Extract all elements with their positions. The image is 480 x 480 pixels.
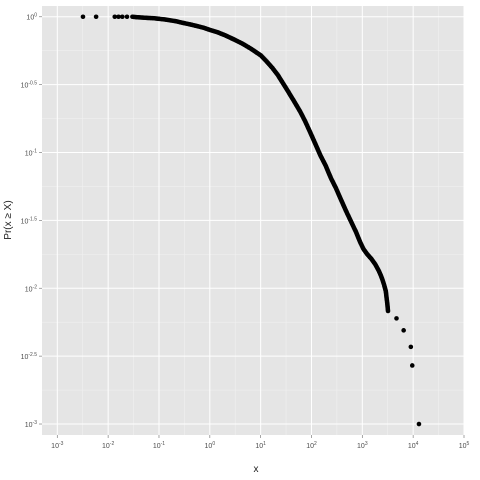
data-point [112,14,118,20]
y-tick-base: 10 [21,218,29,225]
x-tick-exponent: -3 [59,441,64,447]
x-tick-base: 10 [357,443,365,450]
data-point [408,344,414,350]
x-tick-label: 101 [255,441,266,450]
x-tick-exponent: -1 [161,441,166,447]
y-tick-label: 10-0.5 [21,81,38,90]
x-axis-title: x [254,464,259,475]
x-tick-base: 10 [205,443,213,450]
data-point [409,363,415,368]
x-tick-label: 105 [459,441,470,450]
data-point [80,14,86,20]
data-point [385,308,391,314]
y-tick-base: 10 [26,15,34,22]
x-tick-label: 10-2 [102,441,114,450]
data-point [394,316,399,321]
x-tick-exponent: 5 [467,441,470,447]
x-tick-label: 102 [306,441,317,450]
y-tick-base: 10 [21,83,29,90]
y-tick-base: 10 [21,354,29,361]
x-tick-exponent: 4 [416,441,419,447]
y-tick-label: 10-1.5 [21,216,38,225]
y-tick-label: 10-3 [25,420,37,429]
y-tick-base: 10 [25,151,33,158]
y-tick-label: 10-2.5 [21,352,38,361]
y-tick-exponent: -0.5 [28,81,37,87]
y-tick-label: 100 [26,13,37,22]
data-point [93,14,99,20]
x-tick-label: 100 [205,441,216,450]
x-tick-exponent: 0 [212,441,215,447]
y-tick-exponent: 0 [34,13,37,19]
axis-ticks [39,16,465,438]
x-tick-base: 10 [306,443,314,450]
x-tick-labels: 10-3 10-2 10-1 100 101 102 103 104 105 [51,441,469,450]
y-axis-title: Pr(x ≥ X) [3,200,14,239]
y-tick-exponent: -1 [33,149,38,155]
x-tick-base: 10 [102,443,110,450]
y-tick-exponent: -2 [33,284,38,290]
y-tick-base: 10 [25,286,33,293]
data-point [120,14,125,20]
data-point [401,328,406,333]
data-points [80,14,422,427]
x-tick-exponent: 1 [263,441,266,447]
major-gridlines [42,6,465,435]
x-tick-label: 103 [357,441,368,450]
x-tick-base: 10 [255,443,263,450]
y-tick-exponent: -3 [33,420,38,426]
x-tick-exponent: -2 [110,441,115,447]
y-tick-base: 10 [25,422,33,429]
x-tick-base: 10 [51,443,59,450]
data-point [416,421,422,427]
x-tick-exponent: 2 [314,441,317,447]
x-tick-label: 104 [408,441,419,450]
data-point [124,14,130,20]
x-tick-base: 10 [459,443,467,450]
y-tick-label: 10-1 [25,149,37,158]
data-point [116,14,121,20]
x-tick-label: 10-1 [153,441,165,450]
x-tick-exponent: 3 [365,441,368,447]
x-tick-label: 10-3 [51,441,63,450]
y-tick-label: 10-2 [25,284,37,293]
x-tick-base: 10 [408,443,416,450]
y-tick-exponent: -1.5 [28,216,37,222]
x-tick-base: 10 [153,443,161,450]
y-tick-exponent: -2.5 [28,352,37,358]
